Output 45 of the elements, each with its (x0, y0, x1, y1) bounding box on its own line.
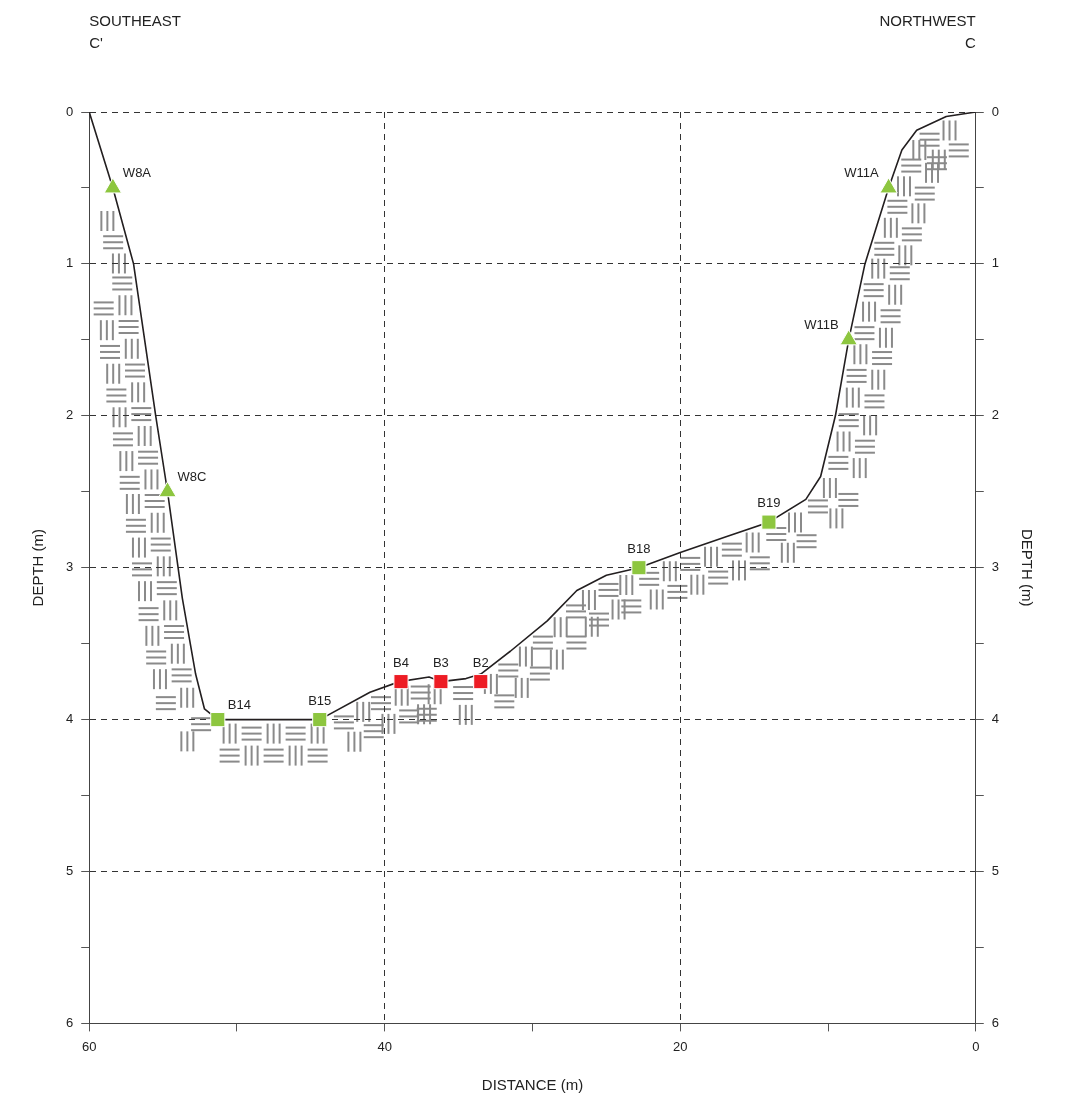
point (839, 329, 858, 346)
y-tick-label: 3 (66, 559, 74, 575)
annotation: B2 (472, 654, 489, 670)
point (879, 177, 898, 194)
point (631, 560, 647, 576)
y-tick-label: 6 (66, 1014, 74, 1030)
y2-tick-label: 3 (991, 559, 999, 575)
annotation: B4 (393, 654, 409, 670)
point (761, 514, 777, 530)
point (103, 177, 123, 194)
annotation: B3 (432, 654, 449, 670)
point (393, 674, 409, 690)
y2-tick-label: 5 (991, 863, 999, 879)
x-axis-title: DISTANCE (m) (481, 1076, 584, 1094)
point (473, 674, 489, 690)
y2-tick-label: 4 (991, 711, 999, 727)
point (433, 674, 449, 690)
x-tick-label: 40 (377, 1038, 392, 1054)
annotation: W8C (177, 468, 207, 484)
y-tick-label: 1 (66, 255, 74, 271)
x-tick-label: 20 (673, 1038, 688, 1054)
annotation: W11A (844, 165, 879, 181)
y2-tick-label: 2 (991, 407, 999, 423)
x-tick-label: 0 (972, 1038, 980, 1054)
y2-axis-title: DEPTH (m) (1018, 528, 1036, 607)
y-tick-label: 0 (66, 103, 74, 119)
annotation: B14 (227, 696, 251, 712)
annotation: B15 (308, 692, 332, 708)
annotation: B19 (757, 495, 781, 511)
text: NORTHWEST C (879, 12, 976, 51)
annotation: B18 (627, 540, 651, 556)
y2-tick-label: 6 (991, 1014, 999, 1030)
y-axis-title: DEPTH (m) (29, 528, 47, 607)
x-tick-label: 60 (82, 1038, 97, 1054)
y-tick-label: 2 (66, 407, 74, 423)
y2-tick-label: 0 (991, 103, 999, 119)
annotation: W8A (122, 165, 152, 181)
point (158, 481, 177, 498)
point (210, 712, 226, 728)
point (312, 712, 328, 728)
y-tick-label: 4 (66, 711, 74, 727)
y2-tick-label: 1 (991, 255, 999, 271)
text: SOUTHEAST C' (89, 12, 181, 51)
y-tick-label: 5 (66, 863, 74, 879)
annotation: W11B (804, 316, 839, 332)
